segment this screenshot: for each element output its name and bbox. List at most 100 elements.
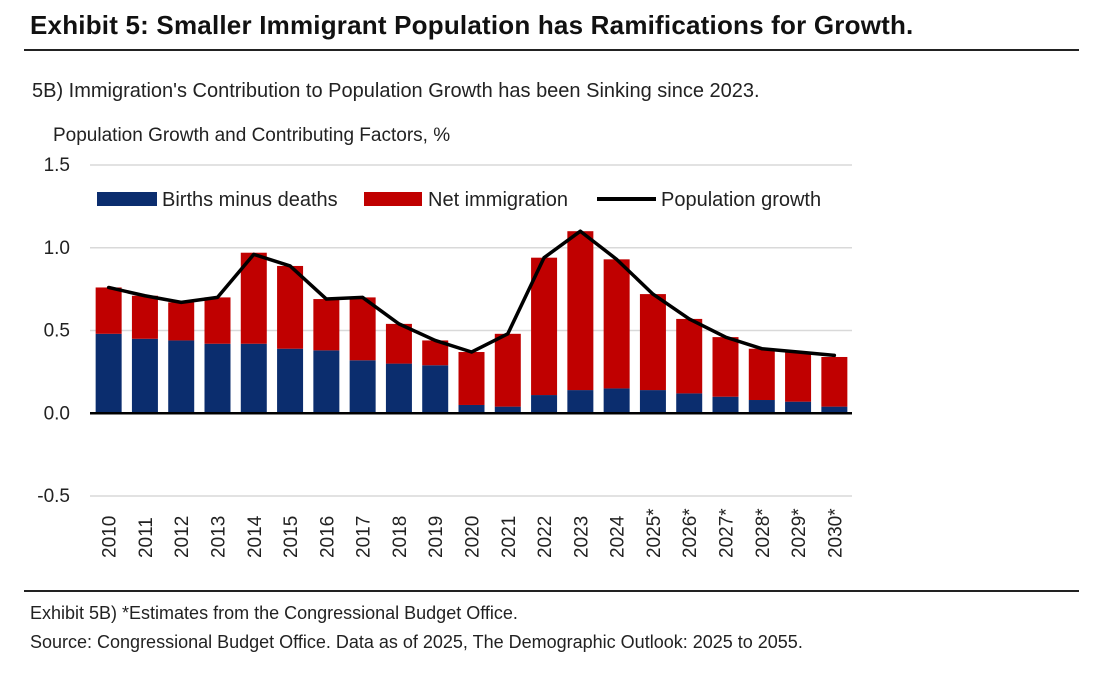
- x-tick-label: 2013: [209, 516, 230, 558]
- bar-births-minus-deaths: [567, 390, 594, 414]
- bar-births-minus-deaths: [277, 348, 304, 414]
- bar-births-minus-deaths: [712, 396, 739, 414]
- bar-births-minus-deaths: [676, 393, 703, 414]
- line-point-population-growth: [252, 252, 256, 256]
- bar-net-immigration: [821, 356, 848, 407]
- bar-net-immigration: [240, 252, 267, 344]
- footnote: Exhibit 5B) *Estimates from the Congress…: [30, 603, 518, 623]
- top-divider: [24, 49, 1079, 51]
- bar-births-minus-deaths: [313, 350, 340, 414]
- bar-net-immigration: [385, 323, 412, 364]
- line-point-population-growth: [397, 322, 401, 326]
- bar-net-immigration: [313, 299, 340, 351]
- bar-births-minus-deaths: [240, 343, 267, 414]
- population-growth-chart: Population Growth and Contributing Facto…: [37, 125, 852, 558]
- x-tick-label: 2028*: [753, 508, 774, 558]
- legend-label-population-growth: Population growth: [661, 189, 821, 211]
- x-tick-label: 2010: [100, 516, 121, 558]
- bar-net-immigration: [603, 259, 630, 389]
- bar-net-immigration: [277, 265, 304, 349]
- x-tick-label: 2024: [608, 515, 629, 558]
- line-point-population-growth: [361, 295, 365, 299]
- exhibit-title: Exhibit 5: Smaller Immigrant Population …: [30, 10, 914, 40]
- bar-births-minus-deaths: [95, 333, 122, 414]
- line-point-population-growth: [760, 347, 764, 351]
- line-point-population-growth: [324, 297, 328, 301]
- line-point-population-growth: [216, 295, 219, 299]
- x-tick-label: 2011: [136, 517, 157, 558]
- x-tick-label: 2014: [245, 515, 266, 558]
- line-point-population-growth: [179, 300, 183, 304]
- bar-births-minus-deaths: [168, 340, 195, 414]
- bar-births-minus-deaths: [385, 363, 412, 414]
- line-point-population-growth: [143, 294, 147, 298]
- bar-births-minus-deaths: [785, 401, 812, 414]
- bar-births-minus-deaths: [204, 343, 231, 414]
- line-point-population-growth: [796, 350, 800, 354]
- bottom-divider: [24, 590, 1079, 592]
- bar-births-minus-deaths: [748, 400, 775, 414]
- x-tick-label: 2030*: [825, 508, 846, 558]
- line-point-population-growth: [470, 350, 473, 354]
- bar-net-immigration: [639, 294, 666, 391]
- bar-births-minus-deaths: [639, 390, 666, 414]
- x-tick-label: 2019: [426, 516, 447, 558]
- line-point-population-growth: [288, 264, 292, 268]
- bar-births-minus-deaths: [349, 360, 376, 414]
- x-tick-label: 2016: [317, 516, 338, 558]
- line-point-population-growth: [506, 332, 510, 336]
- y-tick-label: 0.0: [44, 403, 70, 424]
- line-point-population-growth: [578, 229, 582, 233]
- bar-net-immigration: [168, 302, 195, 341]
- bar-births-minus-deaths: [422, 365, 449, 414]
- source-note: Source: Congressional Budget Office. Dat…: [30, 632, 803, 652]
- bar-net-immigration: [458, 352, 485, 405]
- legend-swatch-net-immigration: [364, 192, 422, 206]
- legend-swatch-births-minus-deaths: [97, 192, 157, 206]
- x-tick-label: 2029*: [789, 508, 810, 558]
- x-tick-label: 2023: [571, 516, 592, 558]
- bar-net-immigration: [531, 257, 558, 396]
- chart-subtitle: 5B) Immigration's Contribution to Popula…: [32, 80, 760, 102]
- legend-label-births-minus-deaths: Births minus deaths: [162, 189, 338, 211]
- x-tick-label: 2022: [535, 516, 556, 558]
- bar-net-immigration: [676, 318, 703, 394]
- bar-net-immigration: [712, 337, 739, 397]
- bar-births-minus-deaths: [603, 388, 630, 414]
- bar-net-immigration: [785, 352, 812, 402]
- x-tick-label: 2020: [463, 516, 484, 558]
- bar-net-immigration: [748, 348, 775, 401]
- line-point-population-growth: [542, 256, 546, 260]
- bar-births-minus-deaths: [458, 404, 485, 414]
- y-tick-label: 0.5: [44, 321, 70, 342]
- bar-births-minus-deaths: [531, 395, 558, 414]
- bar-net-immigration: [349, 297, 376, 361]
- bar-net-immigration: [131, 295, 158, 339]
- line-point-population-growth: [615, 257, 619, 261]
- y-axis-title: Population Growth and Contributing Facto…: [53, 125, 450, 146]
- bar-net-immigration: [567, 231, 594, 391]
- legend-label-net-immigration: Net immigration: [428, 189, 568, 211]
- line-point-population-growth: [724, 335, 727, 339]
- bar-net-immigration: [494, 333, 521, 407]
- y-tick-label: -0.5: [37, 486, 70, 507]
- x-tick-label: 2025*: [644, 508, 665, 558]
- bar-net-immigration: [204, 297, 231, 344]
- x-tick-label: 2018: [390, 516, 411, 558]
- line-point-population-growth: [832, 353, 836, 357]
- line-point-population-growth: [687, 317, 691, 321]
- x-tick-label: 2015: [281, 516, 302, 558]
- y-tick-label: 1.0: [44, 238, 70, 259]
- line-point-population-growth: [107, 285, 111, 289]
- bar-births-minus-deaths: [821, 406, 848, 414]
- y-tick-label: 1.5: [44, 155, 70, 176]
- bar-births-minus-deaths: [131, 338, 158, 414]
- line-point-population-growth: [433, 338, 437, 342]
- x-tick-label: 2012: [172, 516, 193, 558]
- bar-births-minus-deaths: [494, 406, 521, 414]
- line-point-population-growth: [651, 292, 655, 296]
- bar-net-immigration: [95, 287, 122, 334]
- x-tick-label: 2017: [354, 516, 375, 558]
- x-tick-label: 2026*: [680, 508, 701, 558]
- x-tick-label: 2027*: [717, 508, 738, 558]
